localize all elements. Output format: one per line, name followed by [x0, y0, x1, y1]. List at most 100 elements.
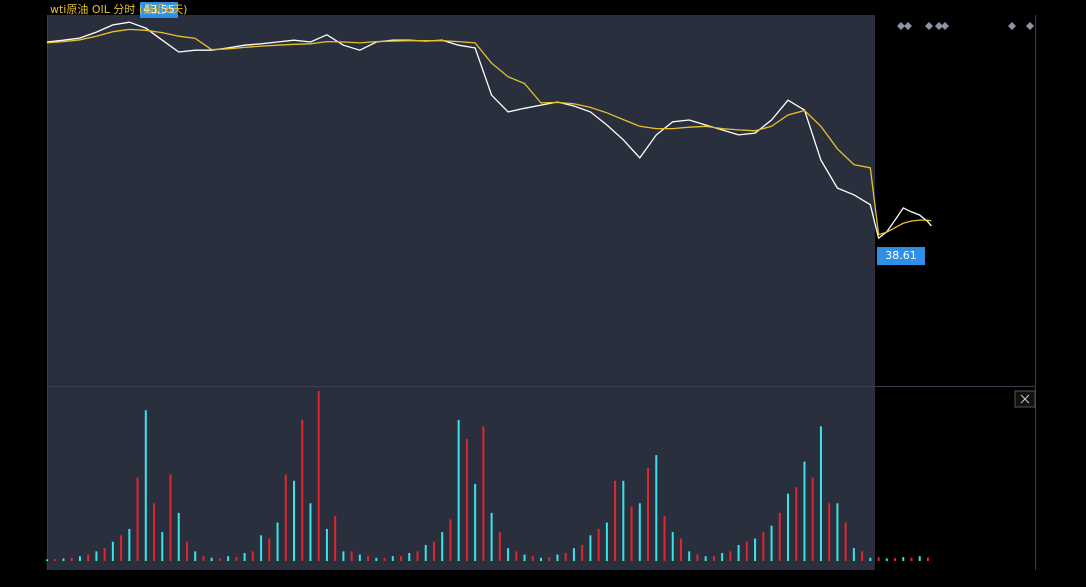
- volume-bar: [153, 503, 156, 561]
- volume-bar: [465, 439, 468, 561]
- volume-bar: [54, 559, 57, 561]
- volume-bar: [721, 552, 724, 561]
- volume-bar: [103, 548, 106, 561]
- volume-bar: [449, 519, 452, 561]
- volume-bar: [605, 522, 608, 561]
- volume-bar: [819, 426, 822, 561]
- volume-bar: [811, 477, 814, 561]
- volume-bar: [416, 551, 419, 561]
- volume-bar: [852, 548, 855, 561]
- volume-bar: [128, 528, 131, 561]
- volume-bar: [778, 512, 781, 561]
- volume-bar: [647, 467, 650, 561]
- volume-bar: [614, 480, 617, 561]
- volume-bar: [679, 538, 682, 561]
- volume-bar: [828, 503, 831, 561]
- volume-bar: [325, 528, 328, 561]
- volume-bar: [70, 557, 73, 561]
- volume-bar: [441, 532, 444, 561]
- volume-bar: [926, 557, 929, 561]
- volume-bar: [317, 391, 320, 561]
- volume-bar: [87, 554, 90, 561]
- chart-title: wti原油 OIL 分时 (最近6天): [50, 2, 187, 16]
- volume-bar: [638, 503, 641, 561]
- volume-bar: [400, 556, 403, 561]
- volume-bar: [210, 557, 213, 561]
- volume-bar: [235, 557, 238, 561]
- volume-bar: [367, 556, 370, 561]
- volume-bar: [836, 503, 839, 561]
- volume-bar: [457, 419, 460, 561]
- volume-bar: [342, 551, 345, 561]
- top-label: 43.55: [143, 3, 175, 16]
- volume-bar: [169, 474, 172, 561]
- volume-bar: [432, 541, 435, 561]
- top-label-box: [140, 2, 178, 18]
- volume-bar: [243, 552, 246, 561]
- volume-bar: [861, 551, 864, 561]
- volume-bar: [795, 487, 798, 561]
- volume-bar: [177, 512, 180, 561]
- volume-bar: [696, 554, 699, 561]
- volume-bar: [572, 548, 575, 561]
- volume-bar: [523, 554, 526, 561]
- volume-bar: [704, 556, 707, 561]
- volume-bar: [630, 506, 633, 561]
- volume-bar: [474, 484, 477, 561]
- volume-bar: [482, 426, 485, 561]
- volume-bar: [663, 516, 666, 561]
- volume-bar: [161, 532, 164, 561]
- volume-bar: [507, 548, 510, 561]
- volume-bar: [375, 557, 378, 561]
- volume-bar: [301, 419, 304, 561]
- volume-bar: [729, 551, 732, 561]
- volume-bar: [712, 556, 715, 561]
- volume-bar: [745, 541, 748, 561]
- price-line: [46, 21, 932, 240]
- volume-bar: [120, 535, 123, 561]
- volume-bar: [268, 538, 271, 561]
- volume-bar: [408, 552, 411, 561]
- volume-bar: [564, 552, 567, 561]
- volume-bar: [548, 557, 551, 561]
- volume-bar: [202, 556, 205, 561]
- volume-bar: [556, 554, 559, 561]
- volume-bar: [762, 532, 765, 561]
- volume-bar: [227, 556, 230, 561]
- volume-bar: [803, 461, 806, 561]
- volume-bar: [78, 556, 81, 561]
- labels: 43.55 38.61: [140, 2, 925, 266]
- marks: [46, 21, 932, 561]
- volume-bar: [589, 535, 592, 561]
- volume-bar: [218, 558, 221, 561]
- volume-bar: [424, 544, 427, 561]
- volume-bar: [391, 556, 394, 561]
- volume-bar: [498, 532, 501, 561]
- volume-bar: [754, 538, 757, 561]
- volume-bar: [597, 528, 600, 561]
- history-area: [47, 15, 875, 570]
- volume-bar: [95, 551, 98, 561]
- volume-bar: [490, 512, 493, 561]
- volume-bar: [770, 525, 773, 561]
- volume-bar: [136, 477, 139, 561]
- volume-bar: [144, 410, 147, 561]
- volume-bar: [309, 503, 312, 561]
- volume-bar: [737, 544, 740, 561]
- volume-bar: [787, 493, 789, 561]
- close-icon: [1020, 394, 1030, 404]
- volume-bar: [581, 544, 584, 561]
- volume-bar: [194, 551, 197, 561]
- volume-bar: [284, 474, 287, 561]
- volume-bar: [46, 559, 48, 561]
- volume-bar: [885, 558, 888, 561]
- volume-bar: [688, 551, 691, 561]
- volume-bar: [251, 551, 254, 561]
- volume-bar: [671, 532, 674, 561]
- volume-bar: [515, 551, 518, 561]
- volume-bar: [383, 558, 386, 561]
- volume-bar: [869, 557, 872, 561]
- volume-bar: [910, 557, 913, 561]
- volume-bar: [293, 480, 295, 561]
